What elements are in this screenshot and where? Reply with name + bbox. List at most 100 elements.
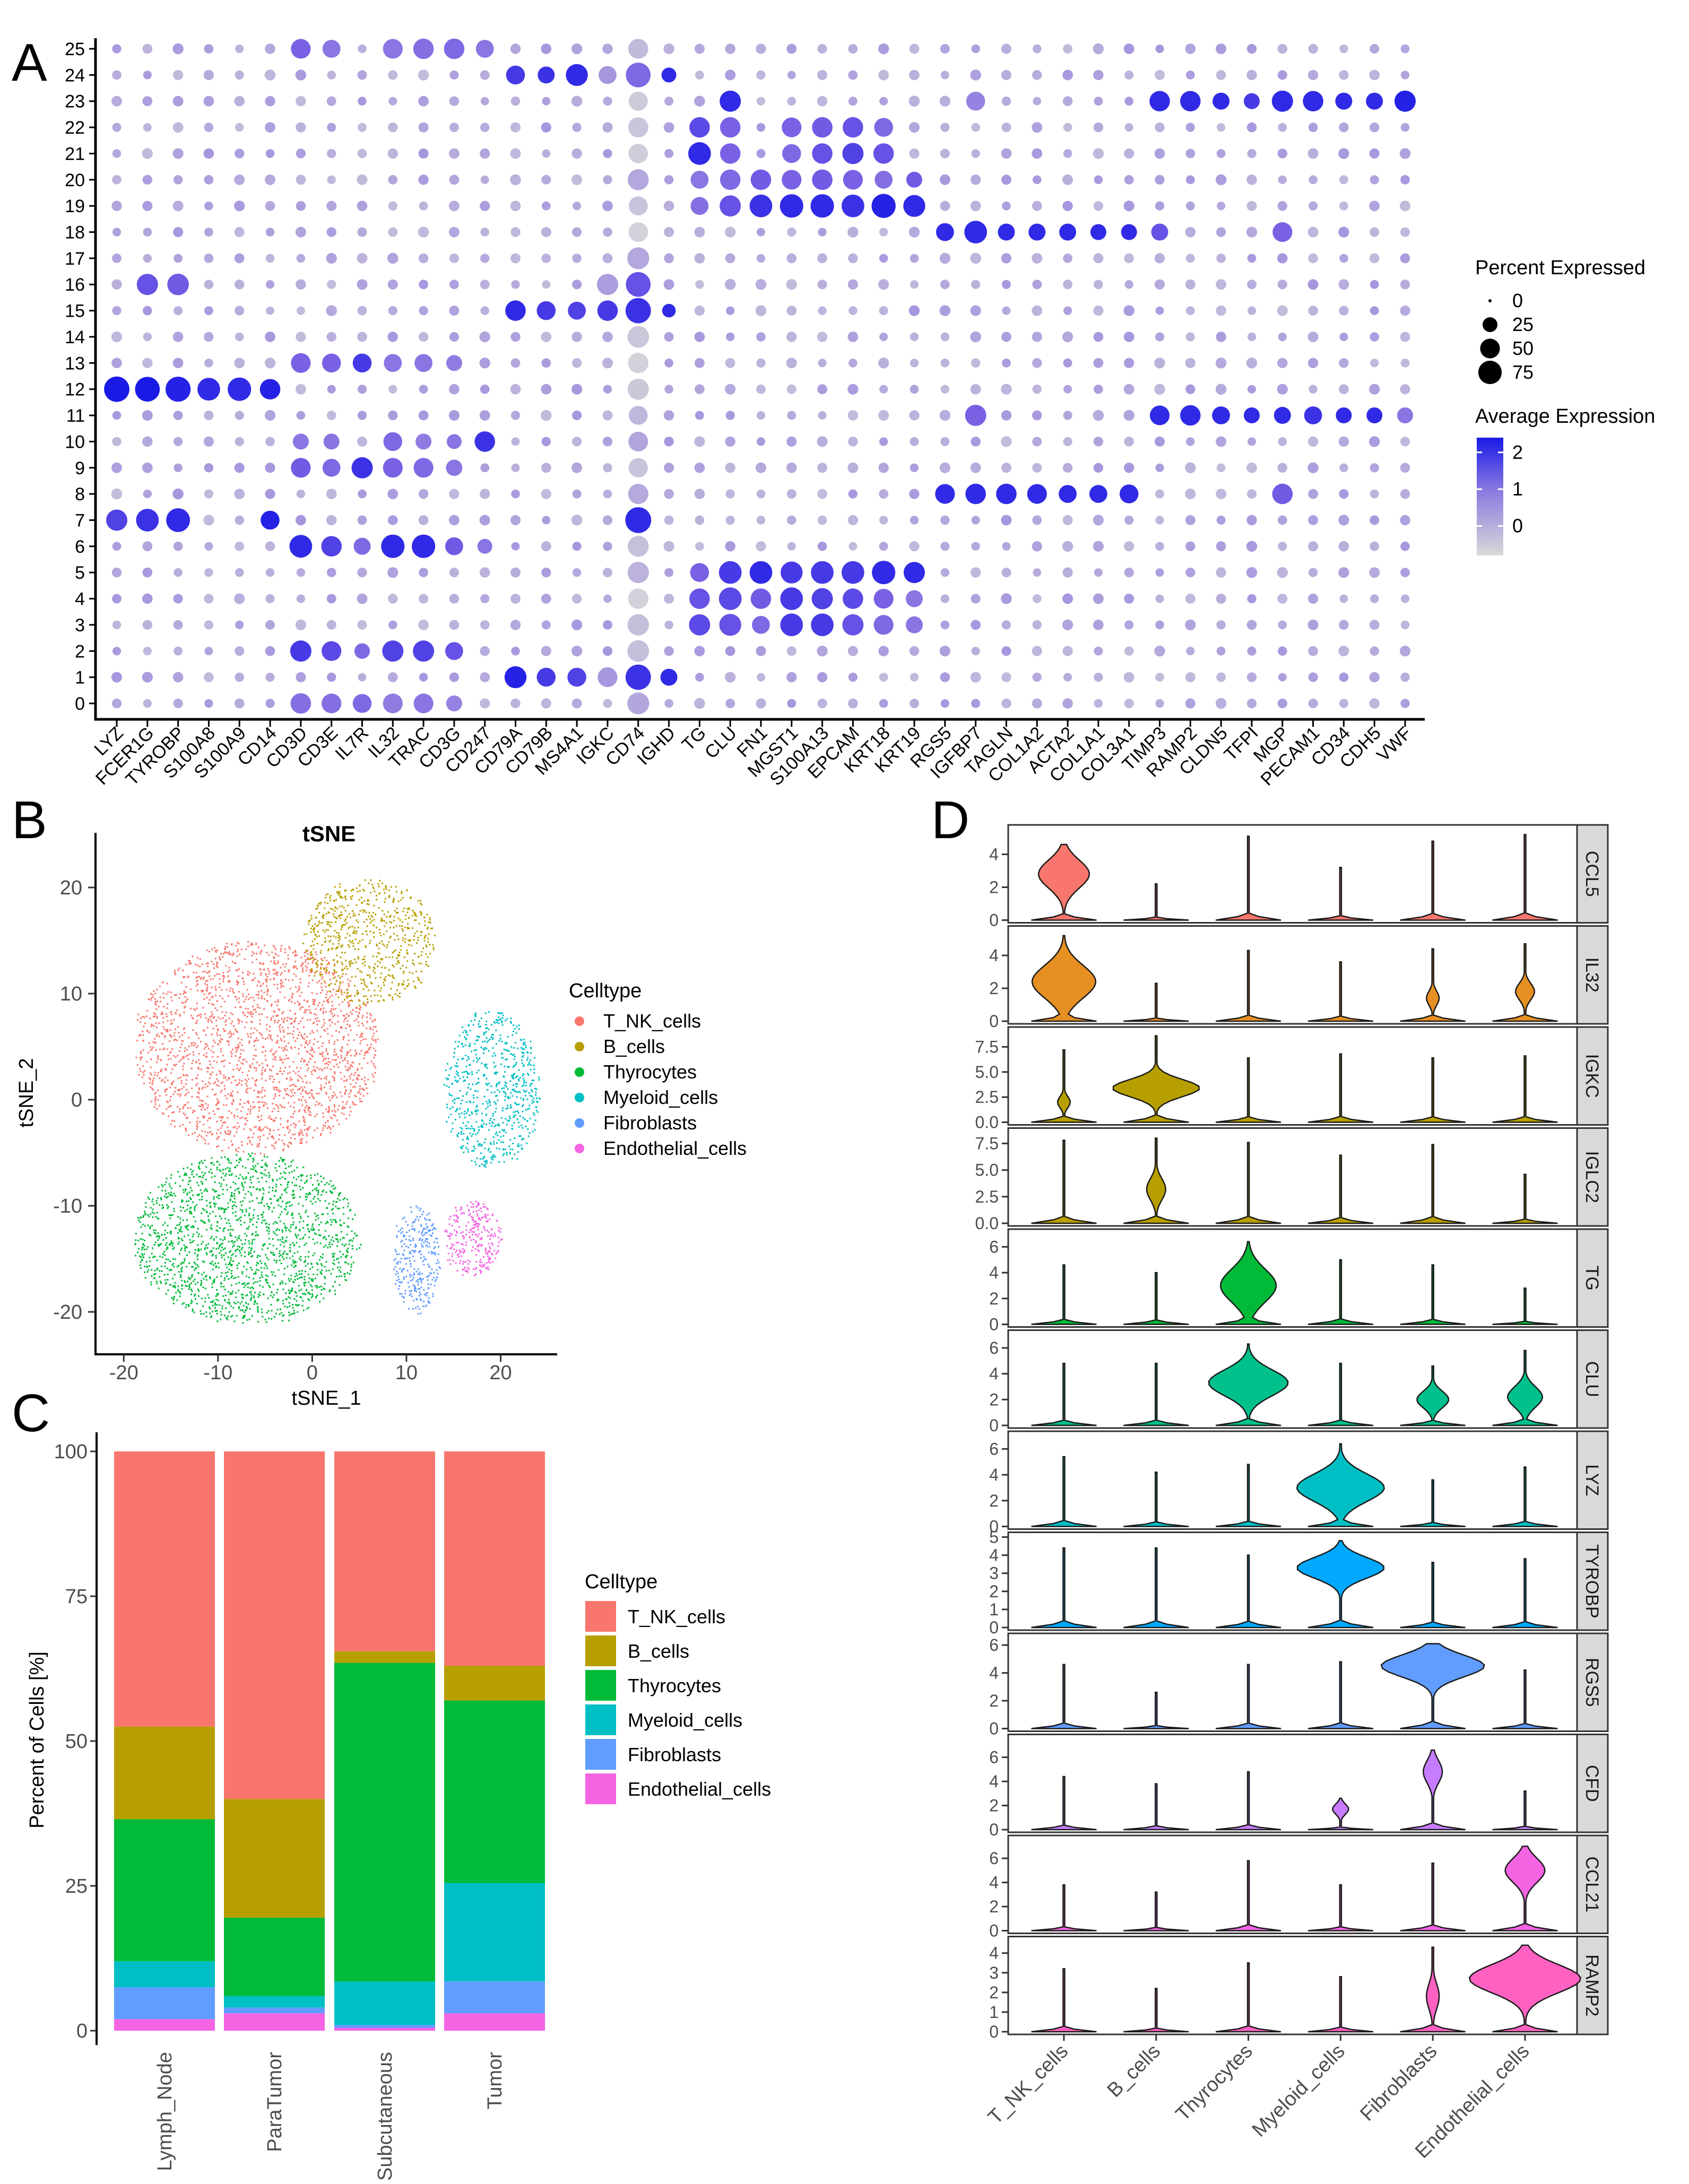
tsne-point <box>385 888 387 890</box>
tsne-point <box>402 964 404 967</box>
dot-S100A9-5 <box>235 568 244 577</box>
tsne-point <box>201 990 203 991</box>
tsne-point <box>314 1051 315 1053</box>
tsne-point <box>292 1107 295 1108</box>
tsne-point <box>263 1211 264 1213</box>
dot-KRT18-0 <box>879 699 888 708</box>
tsne-point <box>237 1115 239 1117</box>
tsne-point <box>261 1118 263 1120</box>
tsne-point <box>189 1169 192 1170</box>
tsne-point <box>334 1050 336 1052</box>
dot-CD79B-24 <box>538 66 555 84</box>
dot-IGFBP7-24 <box>970 69 981 81</box>
tsne-point <box>150 993 152 995</box>
tsne-point <box>333 1114 335 1116</box>
tsne-point <box>363 981 366 983</box>
tsne-point <box>281 1018 283 1020</box>
tsne-point <box>324 1230 326 1232</box>
tsne-point <box>305 1111 307 1113</box>
tsne-point <box>170 1187 172 1189</box>
tsne-point <box>252 1063 254 1065</box>
tsne-point <box>328 1097 330 1099</box>
tsne-point <box>347 993 349 995</box>
tsne-point <box>285 1206 287 1208</box>
tsne-point <box>216 973 218 975</box>
tsne-point <box>175 1086 177 1089</box>
dot-RAMP2-0 <box>1185 698 1196 709</box>
dot-CD14-3 <box>265 620 275 630</box>
tsne-point <box>140 1238 142 1240</box>
tsne-point <box>186 1254 188 1256</box>
tsne-point <box>163 1029 166 1031</box>
tsne-point <box>357 958 359 960</box>
tsne-point <box>322 1004 324 1006</box>
tsne-point <box>389 915 392 917</box>
tsne-point <box>208 971 210 973</box>
tsne-point <box>250 1036 252 1038</box>
tsne-point <box>140 1261 142 1263</box>
tsne-point <box>300 1129 302 1132</box>
tsne-point <box>166 1015 168 1017</box>
tsne-point <box>229 1132 231 1134</box>
tsne-point <box>232 988 234 990</box>
dot-CD3D-3 <box>295 619 307 630</box>
tsne-point <box>273 977 275 979</box>
tsne-point <box>135 1233 137 1235</box>
tsne-point <box>159 1255 161 1257</box>
tsne-point <box>314 1188 316 1190</box>
dot-FCER1G-2 <box>143 647 152 656</box>
tsne-point <box>223 1121 225 1123</box>
tsne-point <box>362 1003 365 1005</box>
tsne-point <box>153 1016 154 1018</box>
dot-CD79A-25 <box>510 43 521 54</box>
tsne-point <box>144 1214 146 1215</box>
tsne-point <box>335 990 337 992</box>
tsne-point <box>282 1282 284 1284</box>
tsne-point <box>256 1143 258 1145</box>
tsne-point <box>314 1000 316 1002</box>
tsne-point <box>142 1031 144 1032</box>
tsne-point <box>216 1120 218 1123</box>
tsne-point <box>311 918 313 920</box>
tsne-point <box>210 1162 212 1164</box>
tsne-point <box>322 1011 324 1012</box>
tsne-point <box>344 1059 346 1061</box>
tsne-point <box>333 1066 335 1067</box>
tsne-point <box>151 997 152 999</box>
dot-LYZ-15 <box>112 306 122 316</box>
tsne-point <box>367 1078 369 1081</box>
tsne-point <box>196 1204 197 1206</box>
tsne-point <box>166 1242 168 1244</box>
tsne-point <box>301 1132 303 1134</box>
tsne-point <box>287 1120 289 1121</box>
tsne-point <box>333 977 335 979</box>
dot-IGHD-10 <box>664 437 674 447</box>
tsne-point <box>174 1091 176 1093</box>
tsne-point <box>342 1014 344 1016</box>
dot-S100A13-13 <box>818 359 827 368</box>
tsne-point <box>330 1085 332 1087</box>
tsne-point <box>142 1239 144 1240</box>
tsne-point <box>316 970 318 972</box>
tsne-point <box>158 1104 160 1107</box>
tsne-point <box>205 1017 207 1019</box>
dot-MGST1-8 <box>786 489 796 499</box>
tsne-point <box>220 1156 222 1159</box>
dot-S100A8-3 <box>204 620 214 630</box>
tsne-point <box>429 953 431 955</box>
tsne-point <box>167 1030 169 1032</box>
dot-KRT18-15 <box>879 306 888 316</box>
tsne-point <box>251 1152 253 1154</box>
tsne-point <box>306 1064 308 1066</box>
dot-CLDN5-14 <box>1216 332 1226 342</box>
dot-MGP-23 <box>1271 90 1293 112</box>
dot-CD3D-23 <box>296 95 306 107</box>
tsne-point <box>259 969 262 971</box>
tsne-point <box>378 1000 380 1002</box>
tsne-point <box>185 1000 187 1002</box>
tsne-point <box>170 1035 172 1037</box>
dot-CD79B-13 <box>541 358 551 368</box>
dot-PECAM1-10 <box>1307 436 1319 447</box>
tsne-point <box>348 1203 350 1205</box>
tsne-point <box>181 1199 183 1201</box>
